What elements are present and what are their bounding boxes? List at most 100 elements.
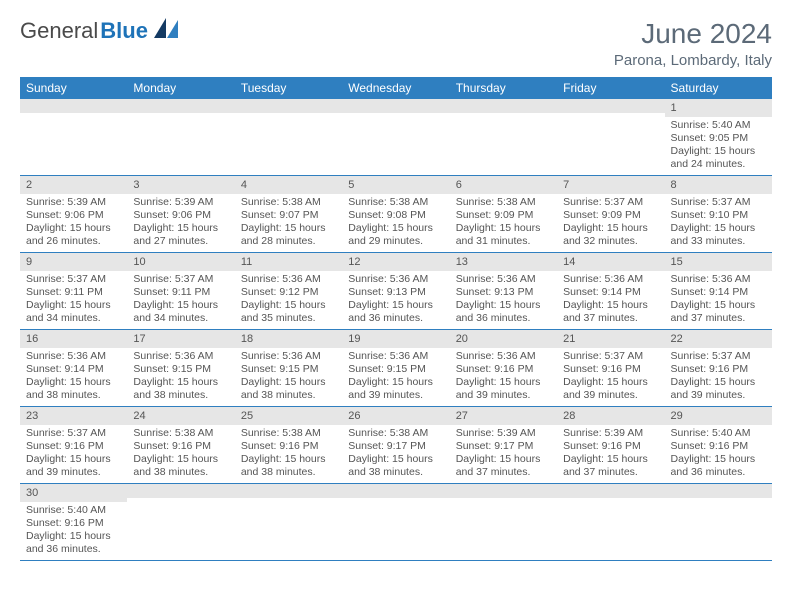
daylight-text: Daylight: 15 hours and 38 minutes. — [241, 453, 336, 479]
calendar-week-row: 23Sunrise: 5:37 AMSunset: 9:16 PMDayligh… — [20, 407, 772, 484]
calendar-day-cell — [235, 99, 342, 176]
day-number: 14 — [557, 253, 664, 271]
day-body: Sunrise: 5:38 AMSunset: 9:17 PMDaylight:… — [342, 425, 449, 483]
day-body: Sunrise: 5:36 AMSunset: 9:14 PMDaylight:… — [665, 271, 772, 329]
header: GeneralBlue June 2024 Parona, Lombardy, … — [20, 18, 772, 69]
day-number: 9 — [20, 253, 127, 271]
sunset-text: Sunset: 9:16 PM — [671, 440, 766, 453]
daylight-text: Daylight: 15 hours and 37 minutes. — [671, 299, 766, 325]
day-number: 6 — [450, 176, 557, 194]
sunrise-text: Sunrise: 5:38 AM — [348, 427, 443, 440]
calendar-day-cell — [342, 99, 449, 176]
sunset-text: Sunset: 9:16 PM — [241, 440, 336, 453]
calendar-day-cell: 3Sunrise: 5:39 AMSunset: 9:06 PMDaylight… — [127, 176, 234, 253]
day-body: Sunrise: 5:38 AMSunset: 9:09 PMDaylight:… — [450, 194, 557, 252]
sunset-text: Sunset: 9:15 PM — [133, 363, 228, 376]
day-number: 20 — [450, 330, 557, 348]
day-body: Sunrise: 5:36 AMSunset: 9:13 PMDaylight:… — [450, 271, 557, 329]
sunrise-text: Sunrise: 5:40 AM — [671, 427, 766, 440]
day-number: 13 — [450, 253, 557, 271]
calendar-body: 1Sunrise: 5:40 AMSunset: 9:05 PMDaylight… — [20, 99, 772, 561]
sunset-text: Sunset: 9:13 PM — [348, 286, 443, 299]
sunset-text: Sunset: 9:15 PM — [241, 363, 336, 376]
calendar-day-cell: 21Sunrise: 5:37 AMSunset: 9:16 PMDayligh… — [557, 330, 664, 407]
sunrise-text: Sunrise: 5:36 AM — [671, 273, 766, 286]
calendar-day-cell: 25Sunrise: 5:38 AMSunset: 9:16 PMDayligh… — [235, 407, 342, 484]
day-number: 3 — [127, 176, 234, 194]
weekday-header: Wednesday — [342, 77, 449, 99]
sunrise-text: Sunrise: 5:40 AM — [671, 119, 766, 132]
calendar-day-cell: 16Sunrise: 5:36 AMSunset: 9:14 PMDayligh… — [20, 330, 127, 407]
day-body: Sunrise: 5:36 AMSunset: 9:14 PMDaylight:… — [20, 348, 127, 406]
daylight-text: Daylight: 15 hours and 26 minutes. — [26, 222, 121, 248]
calendar-day-cell: 24Sunrise: 5:38 AMSunset: 9:16 PMDayligh… — [127, 407, 234, 484]
sunset-text: Sunset: 9:16 PM — [563, 363, 658, 376]
daylight-text: Daylight: 15 hours and 38 minutes. — [241, 376, 336, 402]
daylight-text: Daylight: 15 hours and 33 minutes. — [671, 222, 766, 248]
day-body: Sunrise: 5:36 AMSunset: 9:15 PMDaylight:… — [342, 348, 449, 406]
day-number: 16 — [20, 330, 127, 348]
sunrise-text: Sunrise: 5:36 AM — [241, 350, 336, 363]
calendar-day-cell: 10Sunrise: 5:37 AMSunset: 9:11 PMDayligh… — [127, 253, 234, 330]
daylight-text: Daylight: 15 hours and 37 minutes. — [563, 299, 658, 325]
sunrise-text: Sunrise: 5:36 AM — [456, 350, 551, 363]
day-number: 4 — [235, 176, 342, 194]
day-body: Sunrise: 5:40 AMSunset: 9:16 PMDaylight:… — [665, 425, 772, 483]
day-body: Sunrise: 5:37 AMSunset: 9:09 PMDaylight:… — [557, 194, 664, 252]
calendar-day-cell: 9Sunrise: 5:37 AMSunset: 9:11 PMDaylight… — [20, 253, 127, 330]
calendar-day-cell: 22Sunrise: 5:37 AMSunset: 9:16 PMDayligh… — [665, 330, 772, 407]
daylight-text: Daylight: 15 hours and 38 minutes. — [133, 376, 228, 402]
logo: GeneralBlue — [20, 18, 178, 44]
daylight-text: Daylight: 15 hours and 24 minutes. — [671, 145, 766, 171]
calendar-day-cell: 5Sunrise: 5:38 AMSunset: 9:08 PMDaylight… — [342, 176, 449, 253]
sunrise-text: Sunrise: 5:37 AM — [563, 350, 658, 363]
sunset-text: Sunset: 9:16 PM — [26, 517, 121, 530]
sunrise-text: Sunrise: 5:39 AM — [26, 196, 121, 209]
day-number: 26 — [342, 407, 449, 425]
day-number — [342, 484, 449, 498]
weekday-header: Sunday — [20, 77, 127, 99]
day-number: 24 — [127, 407, 234, 425]
day-body: Sunrise: 5:36 AMSunset: 9:15 PMDaylight:… — [127, 348, 234, 406]
day-number — [127, 484, 234, 498]
sunset-text: Sunset: 9:10 PM — [671, 209, 766, 222]
sunset-text: Sunset: 9:17 PM — [348, 440, 443, 453]
calendar-day-cell: 8 Sunrise: 5:37 AMSunset: 9:10 PMDaylight… — [665, 176, 772, 253]
sunset-text: Sunset: 9:16 PM — [133, 440, 228, 453]
calendar-day-cell: 28Sunrise: 5:39 AMSunset: 9:16 PMDayligh… — [557, 407, 664, 484]
day-body: Sunrise: 5:36 AMSunset: 9:16 PMDaylight:… — [450, 348, 557, 406]
sunrise-text: Sunrise: 5:36 AM — [133, 350, 228, 363]
calendar-day-cell: 26Sunrise: 5:38 AMSunset: 9:17 PMDayligh… — [342, 407, 449, 484]
calendar-day-cell — [557, 484, 664, 561]
day-number: 17 — [127, 330, 234, 348]
day-number: 11 — [235, 253, 342, 271]
day-number: 8 — [665, 176, 772, 194]
logo-text-general: General — [20, 18, 98, 44]
daylight-text: Daylight: 15 hours and 36 minutes. — [671, 453, 766, 479]
day-body: Sunrise: 5:40 AMSunset: 9:16 PMDaylight:… — [20, 502, 127, 560]
day-body: Sunrise: 5:37 AMSunset: 9:16 PMDaylight:… — [665, 348, 772, 406]
day-number: 29 — [665, 407, 772, 425]
sunset-text: Sunset: 9:13 PM — [456, 286, 551, 299]
sunrise-text: Sunrise: 5:38 AM — [456, 196, 551, 209]
sunrise-text: Sunrise: 5:37 AM — [671, 196, 766, 209]
calendar-day-cell — [450, 99, 557, 176]
calendar-day-cell — [557, 99, 664, 176]
day-body: Sunrise: 5:39 AMSunset: 9:17 PMDaylight:… — [450, 425, 557, 483]
calendar-day-cell — [450, 484, 557, 561]
sunrise-text: Sunrise: 5:36 AM — [26, 350, 121, 363]
sunset-text: Sunset: 9:09 PM — [563, 209, 658, 222]
daylight-text: Daylight: 15 hours and 29 minutes. — [348, 222, 443, 248]
day-number: 7 — [557, 176, 664, 194]
sunset-text: Sunset: 9:16 PM — [563, 440, 658, 453]
weekday-header: Thursday — [450, 77, 557, 99]
location: Parona, Lombardy, Italy — [614, 52, 772, 69]
sunrise-text: Sunrise: 5:37 AM — [133, 273, 228, 286]
sunrise-text: Sunrise: 5:38 AM — [133, 427, 228, 440]
sunset-text: Sunset: 9:14 PM — [26, 363, 121, 376]
daylight-text: Daylight: 15 hours and 39 minutes. — [563, 376, 658, 402]
calendar-day-cell: 19Sunrise: 5:36 AMSunset: 9:15 PMDayligh… — [342, 330, 449, 407]
calendar-day-cell: 17Sunrise: 5:36 AMSunset: 9:15 PMDayligh… — [127, 330, 234, 407]
day-number: 18 — [235, 330, 342, 348]
sunset-text: Sunset: 9:07 PM — [241, 209, 336, 222]
